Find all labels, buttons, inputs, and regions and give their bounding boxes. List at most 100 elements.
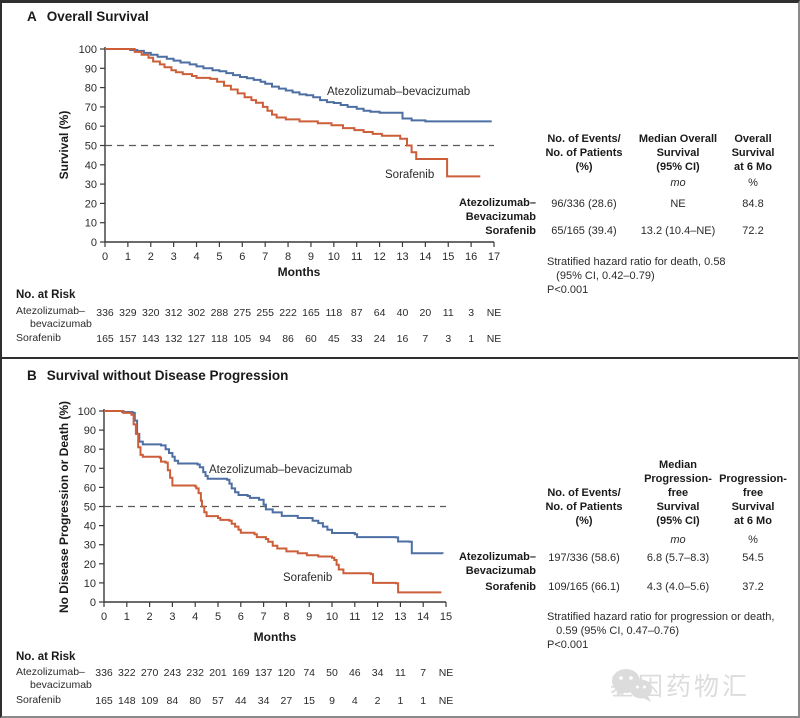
y-tick-label: 30 — [84, 540, 96, 552]
risk-count: 148 — [118, 695, 136, 707]
y-tick-label: 20 — [84, 559, 96, 571]
y-tick-label: 40 — [85, 160, 97, 172]
panel-b-col2-header: Median Progression- free Survival (95% C… — [644, 459, 712, 527]
risk-count: 165 — [302, 307, 320, 319]
x-tick-label: 5 — [215, 611, 221, 623]
y-tick-label: 50 — [84, 502, 96, 514]
risk-count: 120 — [278, 667, 296, 679]
risk-count: 232 — [186, 667, 204, 679]
panel-a-risk-heading: No. at Risk — [16, 289, 76, 301]
y-tick-label: 0 — [91, 237, 97, 249]
risk-count: 57 — [212, 695, 224, 707]
panel-a-row1-label: Atezolizumab– Bevacizumab — [458, 197, 536, 223]
x-axis-title: Months — [278, 265, 321, 279]
risk-count: 270 — [141, 667, 159, 679]
risk-count: 40 — [397, 307, 409, 319]
risk-count: 165 — [95, 695, 113, 707]
risk-count: 1 — [420, 695, 426, 707]
x-tick-label: 11 — [351, 251, 362, 263]
x-tick-label: 3 — [169, 611, 175, 623]
x-tick-label: 10 — [326, 611, 338, 623]
x-tick-label: 2 — [148, 251, 154, 263]
risk-count: 50 — [326, 667, 338, 679]
panel-a-risk-row1-label-line1: Atezolizumab– — [16, 305, 85, 317]
panel-a-letter: A — [27, 9, 37, 24]
y-tick-label: 10 — [85, 218, 97, 230]
risk-count: 118 — [211, 333, 228, 345]
panel-a-row2-label: Sorafenib — [485, 225, 536, 237]
x-tick-label: 15 — [440, 611, 452, 623]
x-tick-label: 13 — [394, 611, 406, 623]
panel-a-risk-row2-label: Sorafenib — [16, 332, 61, 344]
risk-count: 87 — [351, 307, 363, 319]
risk-count: 15 — [303, 695, 315, 707]
panel-b-row1-at6mo: 54.5 — [742, 552, 764, 564]
risk-count: 2 — [375, 695, 381, 707]
y-tick-label: 30 — [85, 179, 97, 191]
panel-b-row2-label: Sorafenib — [485, 581, 536, 593]
curve-label: Sorafenib — [385, 169, 434, 181]
risk-count: 157 — [119, 333, 137, 345]
risk-count: 46 — [349, 667, 361, 679]
y-tick-label: 90 — [84, 425, 96, 437]
panel-b-unit-percent: % — [748, 534, 758, 546]
x-tick-label: 1 — [125, 251, 131, 263]
x-axis-title: Months — [254, 630, 297, 644]
risk-count: 20 — [420, 307, 432, 319]
risk-count: 169 — [232, 667, 250, 679]
wechat-icon — [612, 669, 652, 702]
km-curve-atezolizumab-bevacizumab — [104, 410, 444, 555]
x-tick-label: 0 — [101, 611, 107, 623]
risk-count: 84 — [167, 695, 179, 707]
risk-count: 302 — [188, 307, 206, 319]
panel-a-risk-row1-label-line2: bevacizumab — [30, 318, 92, 330]
panel-b-row2-at6mo: 37.2 — [742, 581, 764, 593]
x-tick-label: 5 — [216, 251, 222, 263]
risk-count: 336 — [96, 307, 114, 319]
km-curve-sorafenib — [105, 48, 481, 178]
risk-count: 201 — [209, 667, 227, 679]
panel-a-col1-header: No. of Events/ No. of Patients (%) — [545, 133, 623, 173]
curve-label: Atezolizumab–bevacizumab — [209, 464, 352, 476]
y-axis-title: Survival (%) — [57, 111, 71, 180]
x-tick-label: 17 — [488, 251, 500, 263]
panel-a-unit-percent: % — [748, 177, 758, 189]
panel-a-hazard-ratio-note: Stratified hazard ratio for death, 0.58 … — [547, 256, 726, 296]
x-tick-label: 10 — [328, 251, 340, 263]
panel-a-row1-events: 96/336 (28.6) — [551, 198, 617, 210]
panel-b-hazard-ratio-note: Stratified hazard ratio for progression … — [547, 611, 775, 651]
x-tick-label: 0 — [102, 251, 108, 263]
watermark: 基因药物汇 — [610, 667, 750, 703]
km-curve-atezolizumab-bevacizumab — [105, 48, 492, 123]
risk-count: NE — [439, 695, 454, 707]
panel-a-unit-months: mo — [670, 177, 686, 189]
y-tick-label: 80 — [84, 444, 96, 456]
risk-count: 3 — [445, 333, 451, 345]
panel-b-row1-label: Atezolizumab– Bevacizumab — [458, 551, 536, 577]
x-tick-label: 14 — [417, 611, 429, 623]
risk-count: 329 — [119, 307, 137, 319]
risk-count: 44 — [235, 695, 247, 707]
risk-count: 105 — [234, 333, 252, 345]
panel-a-row1-at6mo: 84.8 — [742, 198, 764, 210]
risk-count: 288 — [211, 307, 229, 319]
x-tick-label: 14 — [419, 251, 431, 263]
x-tick-label: 16 — [465, 251, 477, 263]
curve-label: Atezolizumab–bevacizumab — [327, 86, 470, 98]
risk-count: 118 — [325, 307, 342, 319]
risk-count: 1 — [397, 695, 403, 707]
x-tick-label: 7 — [261, 611, 267, 623]
risk-count: 4 — [352, 695, 358, 707]
risk-count: 312 — [165, 307, 183, 319]
risk-count: 34 — [372, 667, 384, 679]
risk-count: 33 — [351, 333, 363, 345]
risk-count: NE — [439, 667, 454, 679]
panel-a-title-text: Overall Survival — [46, 9, 149, 24]
x-tick-label: 8 — [285, 251, 291, 263]
panel-divider — [2, 357, 798, 359]
panel-a-row2-events: 65/165 (39.4) — [551, 225, 617, 237]
risk-count: 74 — [303, 667, 315, 679]
x-tick-label: 2 — [147, 611, 153, 623]
risk-count: 94 — [259, 333, 271, 345]
panel-b-row1-median: 6.8 (5.7–8.3) — [646, 552, 710, 564]
